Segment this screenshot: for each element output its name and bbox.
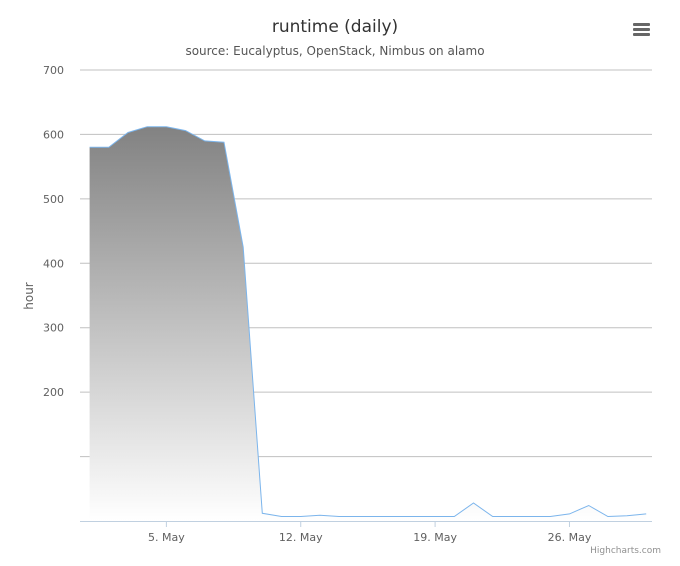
x-tick-label: 26. May <box>548 531 592 544</box>
x-axis: 5. May 12. May 19. May 26. May <box>80 521 652 544</box>
y-tick-label: 300 <box>43 322 64 335</box>
series-area-fill <box>89 126 647 521</box>
chart-subtitle: source: Eucalyptus, OpenStack, Nimbus on… <box>185 44 484 58</box>
x-tick-label: 19. May <box>413 531 457 544</box>
y-tick-label: 700 <box>43 64 64 77</box>
chart-menu-button[interactable] <box>628 17 656 41</box>
credits-link[interactable]: Highcharts.com <box>590 546 661 556</box>
plot-area <box>89 126 647 521</box>
y-tick-label: 200 <box>43 386 64 399</box>
series-line <box>89 126 647 518</box>
y-tick-label: 600 <box>43 128 64 141</box>
chart-title: runtime (daily) <box>272 17 398 37</box>
y-axis-title: hour <box>22 282 36 310</box>
x-tick-label: 12. May <box>279 531 323 544</box>
y-tick-label: 500 <box>43 193 64 206</box>
x-tick-label: 5. May <box>148 531 185 544</box>
y-tick-label: 400 <box>43 257 64 270</box>
hamburger-menu-icon <box>633 23 650 36</box>
y-axis: 200 300 400 500 600 700 <box>43 64 64 399</box>
